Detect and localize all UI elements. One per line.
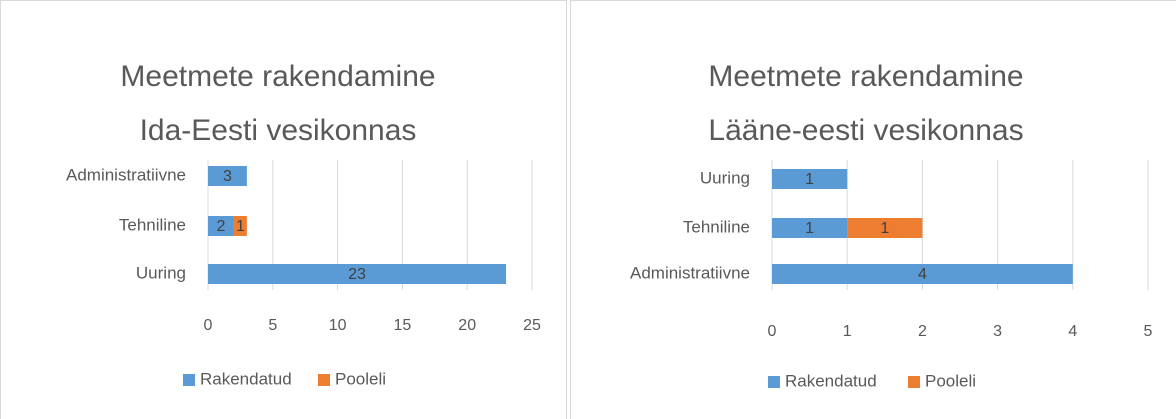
x-tick-label: 0 <box>204 317 213 334</box>
legend-label: Rakendatud <box>200 369 292 388</box>
bar <box>233 216 247 236</box>
data-label: 3 <box>223 168 232 185</box>
legend-swatch <box>768 376 780 388</box>
chart-title: Lääne-eesti vesikonnas <box>708 114 1023 147</box>
bar <box>772 169 848 189</box>
chart-title: Meetmete rakendamine <box>120 60 435 93</box>
x-tick-label: 4 <box>1068 323 1077 340</box>
x-tick-label: 3 <box>993 323 1002 340</box>
chart-title: Meetmete rakendamine <box>708 60 1023 93</box>
data-label: 23 <box>348 266 366 283</box>
bar <box>772 218 848 238</box>
x-tick-label: 2 <box>918 323 927 340</box>
legend-label: Pooleli <box>925 371 976 390</box>
bar <box>847 218 923 238</box>
panel-border <box>570 0 1176 419</box>
x-tick-label: 5 <box>1144 323 1153 340</box>
x-tick-label: 5 <box>268 317 277 334</box>
data-label: 1 <box>880 220 889 237</box>
x-tick-label: 10 <box>329 317 347 334</box>
legend-label: Rakendatud <box>785 371 877 390</box>
x-tick-label: 20 <box>458 317 476 334</box>
x-tick-label: 25 <box>523 317 541 334</box>
y-tick-label: Administratiivne <box>66 165 186 184</box>
data-label: 1 <box>236 218 245 235</box>
y-tick-label: Tehniline <box>119 215 186 234</box>
bar <box>772 264 1073 284</box>
bar <box>208 216 234 236</box>
y-tick-label: Tehniline <box>683 217 750 236</box>
y-tick-label: Uuring <box>136 263 186 282</box>
bar <box>208 166 247 186</box>
bar <box>208 264 507 284</box>
y-tick-label: Uuring <box>700 168 750 187</box>
panel-border <box>0 0 567 419</box>
chart-title: Ida-Eesti vesikonnas <box>140 114 417 147</box>
data-label: 2 <box>217 218 226 235</box>
data-label: 1 <box>805 220 814 237</box>
legend-swatch <box>908 376 920 388</box>
x-tick-label: 1 <box>843 323 852 340</box>
x-tick-label: 15 <box>394 317 412 334</box>
legend-swatch <box>183 374 195 386</box>
data-label: 4 <box>918 266 927 283</box>
legend-swatch <box>318 374 330 386</box>
x-tick-label: 0 <box>768 323 777 340</box>
data-label: 1 <box>805 171 814 188</box>
y-tick-label: Administratiivne <box>630 263 750 282</box>
legend-label: Pooleli <box>335 369 386 388</box>
